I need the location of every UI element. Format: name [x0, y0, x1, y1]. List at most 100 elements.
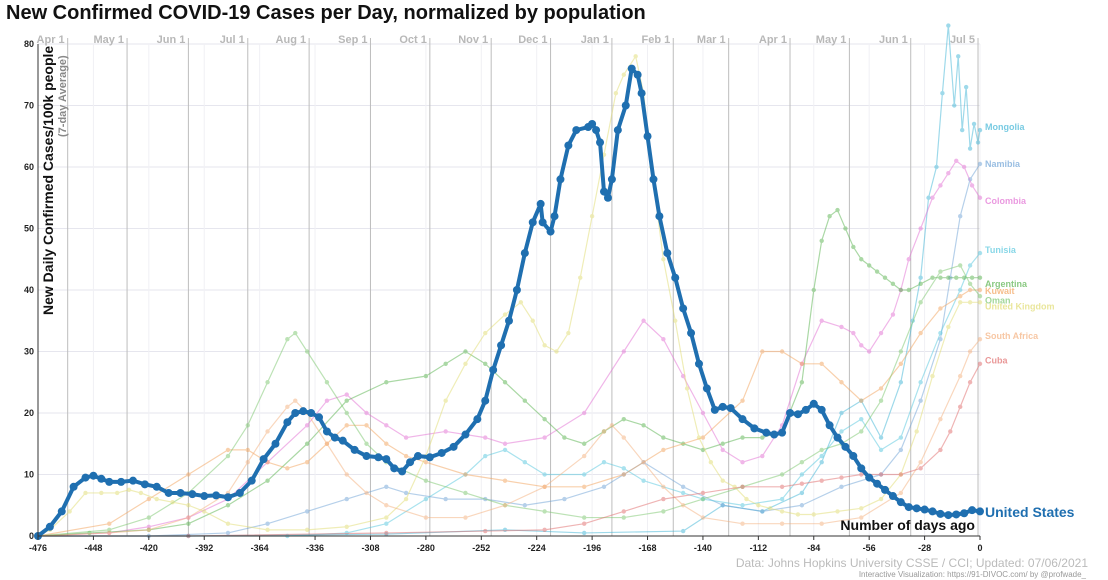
data-point-united-states [489, 365, 498, 374]
data-point-united-kingdom [384, 515, 389, 520]
data-point-united-states [881, 485, 890, 494]
data-point-united-kingdom [589, 214, 595, 219]
data-point-oman [918, 300, 923, 305]
data-point-united-kingdom [530, 318, 535, 323]
end-label-cuba: Cuba [985, 356, 1008, 366]
data-point-cuba [958, 404, 963, 410]
data-point-united-states [655, 212, 664, 221]
x-tick-label: -420 [140, 543, 158, 553]
data-point-oman [293, 330, 298, 336]
data-point-mongolia [963, 84, 969, 90]
data-point-united-states [200, 492, 209, 501]
series-argentina [35, 207, 983, 539]
y-tick-label: 40 [24, 285, 34, 295]
data-point-argentina [186, 521, 191, 526]
data-point-united-states [718, 402, 727, 411]
data-point-united-states [778, 428, 787, 437]
data-point-tunisia [918, 380, 923, 385]
data-point-mongolia [680, 528, 686, 534]
data-point-argentina [843, 226, 848, 231]
data-point-kuwait [186, 472, 191, 477]
data-point-united-states [176, 488, 185, 497]
data-point-cuba [621, 509, 626, 514]
data-point-united-states [637, 89, 646, 98]
data-point-kuwait [977, 287, 983, 293]
data-point-namibia [522, 503, 528, 508]
data-point-united-states [315, 413, 324, 422]
data-point-united-states [643, 132, 652, 141]
data-point-united-kingdom [696, 435, 702, 440]
data-point-south-africa [740, 521, 745, 526]
data-point-mongolia [946, 23, 951, 28]
data-point-oman [977, 293, 983, 299]
data-point-colombia [938, 183, 943, 188]
data-point-tunisia [839, 429, 844, 434]
data-point-united-states [105, 477, 114, 486]
data-point-tunisia [859, 416, 864, 422]
data-point-tunisia [680, 490, 686, 496]
data-point-united-states [117, 477, 126, 486]
series-end-labels: Mongolia Namibia Colombia Tunisia ArgentinaK… [985, 122, 1075, 520]
month-markers: Apr 1 May 1 Jun 1 Jul 1 Aug 1 Sep 1 Oct 1 Nov 1… [37, 34, 979, 536]
data-point-argentina [423, 373, 429, 379]
series-line-mongolia [37, 24, 981, 537]
data-point-cuba [819, 478, 824, 483]
data-point-mongolia [898, 380, 904, 385]
data-point-united-states [69, 482, 78, 491]
data-point-united-kingdom [811, 512, 816, 517]
data-point-colombia [502, 441, 508, 446]
data-point-namibia [384, 484, 389, 489]
data-point-colombia [969, 183, 975, 188]
data-point-united-states [307, 409, 316, 417]
visualization-credit: Interactive Visualization: https://91-DI… [858, 570, 1086, 579]
data-point-namibia [898, 447, 904, 453]
data-point-colombia [839, 324, 844, 330]
data-point-united-states [128, 476, 137, 485]
data-point-united-kingdom [170, 499, 175, 505]
data-point-kuwait [146, 496, 152, 502]
data-point-south-africa [502, 503, 508, 508]
data-point-argentina [851, 244, 856, 250]
data-point-tunisia [582, 472, 587, 477]
data-point-colombia [621, 349, 626, 354]
data-point-argentina [859, 257, 864, 262]
data-point-united-kingdom [613, 91, 619, 96]
data-point-colombia [146, 524, 152, 529]
data-point-united-kingdom [633, 54, 638, 59]
month-label: Jul 1 [220, 34, 245, 46]
data-point-colombia [890, 312, 896, 317]
data-point-united-kingdom [502, 312, 508, 317]
data-point-united-states [960, 509, 969, 518]
data-point-united-kingdom [768, 506, 773, 511]
data-point-united-states [596, 138, 605, 147]
data-point-cuba [582, 521, 587, 526]
data-point-colombia [364, 410, 369, 416]
data-point-united-kingdom [483, 330, 488, 336]
data-point-united-states [649, 175, 658, 184]
data-point-colombia [961, 164, 967, 170]
data-point-united-states [613, 126, 622, 135]
data-point-mongolia [977, 127, 983, 133]
data-point-south-africa [463, 515, 468, 520]
data-point-mongolia [956, 54, 961, 59]
x-tick-label: -392 [195, 543, 213, 553]
y-tick-label: 0 [29, 531, 34, 541]
data-point-mongolia [582, 530, 587, 536]
data-point-tunisia [502, 447, 508, 453]
data-point-united-states [271, 439, 280, 448]
data-point-united-kingdom [186, 503, 191, 508]
data-point-united-states [45, 522, 54, 531]
data-point-kuwait [107, 521, 112, 526]
data-point-colombia [542, 435, 547, 440]
data-point-united-kingdom [114, 490, 120, 496]
end-label-colombia: Colombia [985, 196, 1027, 206]
data-point-mongolia [975, 140, 981, 145]
series-line-united-kingdom [37, 55, 981, 537]
data-point-namibia [839, 484, 844, 489]
data-point-oman [661, 509, 666, 514]
data-point-colombia [661, 337, 666, 342]
data-point-united-kingdom [126, 487, 132, 493]
data-point-united-states [599, 187, 608, 196]
data-point-colombia [977, 195, 983, 200]
data-point-south-africa [582, 453, 587, 459]
